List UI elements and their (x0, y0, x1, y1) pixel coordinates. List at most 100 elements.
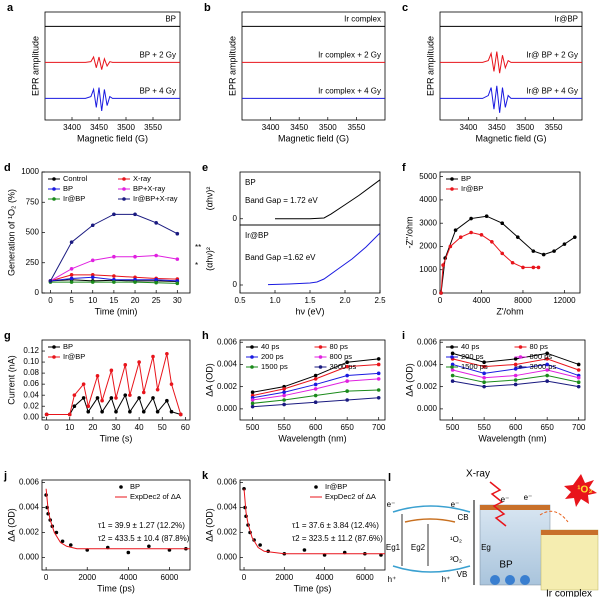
x-axis-label: Time (ps) (97, 583, 135, 593)
x-tick-label: 600 (509, 423, 523, 432)
series-line (50, 213, 178, 282)
y-tick-label: 0.002 (19, 528, 40, 537)
legend-marker (450, 345, 454, 349)
plot-frame (239, 479, 386, 571)
x-tick-label: 3550 (348, 123, 366, 132)
plot-frame (241, 11, 386, 121)
point (95, 374, 100, 378)
y-tick-label: 0.06 (23, 379, 39, 388)
x-tick-label: 20 (88, 423, 97, 432)
diagram-label: Eg2 (411, 543, 426, 552)
y-tick-label: 0.002 (217, 382, 238, 391)
point (439, 291, 443, 295)
point (154, 280, 158, 285)
point (72, 404, 77, 409)
point (68, 543, 73, 547)
point (552, 249, 556, 253)
mid-band (404, 518, 456, 523)
legend-marker (450, 187, 454, 191)
diagram-label: e⁻ (501, 495, 510, 504)
point (100, 409, 104, 414)
y-tick-label: 2000 (419, 242, 437, 251)
legend-label: Ir@BP (63, 194, 85, 203)
point (450, 351, 455, 356)
point (513, 362, 518, 367)
legend-label: 40 ps (261, 342, 280, 351)
point (482, 384, 486, 389)
x-tick-label: 3450 (488, 123, 506, 132)
y-tick-label: 0.00 (23, 412, 39, 421)
x-tick-label: 30 (173, 296, 182, 305)
point (450, 379, 455, 383)
y-tick-label: 0.004 (19, 503, 40, 512)
point (67, 412, 72, 417)
plot-frame (439, 171, 581, 294)
y-tick-label: 0.006 (19, 478, 40, 487)
x-tick-label: 0.5 (234, 296, 246, 305)
series-label: Ir@ BP + 2 Gy (526, 51, 578, 60)
diagram-label: X-ray (466, 469, 490, 480)
series-label: BP (165, 15, 176, 24)
diagram-label: e⁻ (387, 500, 396, 509)
point (576, 384, 581, 389)
x-axis-label: hν (eV) (295, 306, 324, 316)
point (482, 375, 486, 380)
annotation: τ1 = 37.6 ± 3.84 (12.4%) (292, 521, 379, 530)
point (376, 377, 381, 381)
diagram-label: h⁺ (442, 575, 451, 584)
point (313, 373, 318, 378)
point (128, 393, 132, 397)
point (112, 254, 116, 259)
x-tick-label: 3450 (90, 123, 108, 132)
point (137, 396, 141, 400)
point (345, 398, 349, 402)
point (376, 362, 381, 367)
y-axis-label: ΔA (OD) (204, 363, 214, 397)
point (175, 281, 180, 286)
legend-label: 80 ps (530, 342, 549, 351)
x-tick-label: 2.5 (374, 296, 386, 305)
x-tick-label: 10 (88, 296, 97, 305)
panel-letter: h (202, 330, 209, 342)
point (513, 382, 518, 387)
x-tick-label: 6000 (356, 573, 374, 582)
x-tick-label: 0 (44, 423, 49, 432)
x-ray-beam (489, 481, 507, 527)
annotation: ** (195, 243, 201, 252)
annotation: Ir@BP (245, 231, 269, 240)
x-axis-label: Time (min) (95, 306, 138, 316)
point (531, 249, 536, 253)
y-axis-label: Generation of ¹O₂ (%) (6, 189, 16, 276)
x-tick-label: 600 (309, 423, 323, 432)
point (282, 402, 286, 407)
series-line (440, 215, 576, 294)
x-tick-label: 500 (246, 423, 260, 432)
point (513, 378, 518, 382)
x-axis-label: Wavelength (nm) (278, 433, 346, 443)
point (482, 360, 486, 365)
annotation: τ2 = 433.5 ± 10.4 (87.8%) (98, 534, 190, 543)
legend-marker (122, 177, 126, 181)
panel-letter: e (202, 162, 208, 174)
x-tick-label: 2.0 (339, 296, 351, 305)
point (169, 382, 174, 386)
legend-label: ExpDec2 of ΔA (325, 492, 376, 501)
x-tick-label: 1.0 (269, 296, 281, 305)
bp-block (479, 504, 551, 586)
x-tick-label: 4000 (473, 296, 491, 305)
cb-layer (480, 505, 550, 510)
x-tick-label: 3450 (290, 123, 308, 132)
legend-label: 3000 ps (330, 362, 357, 371)
x-axis-label: Magnetic field (G) (278, 133, 349, 143)
x-tick-label: 1.5 (304, 296, 316, 305)
legend-label: 80 ps (330, 342, 349, 351)
y-tick-label: 3000 (419, 218, 437, 227)
legend-label: BP (63, 184, 73, 193)
point (81, 396, 86, 400)
point (576, 380, 581, 385)
y-tick-label: 0.000 (417, 404, 438, 413)
legend-marker (518, 365, 523, 369)
point (123, 393, 128, 397)
point (521, 265, 525, 270)
point (500, 251, 505, 256)
